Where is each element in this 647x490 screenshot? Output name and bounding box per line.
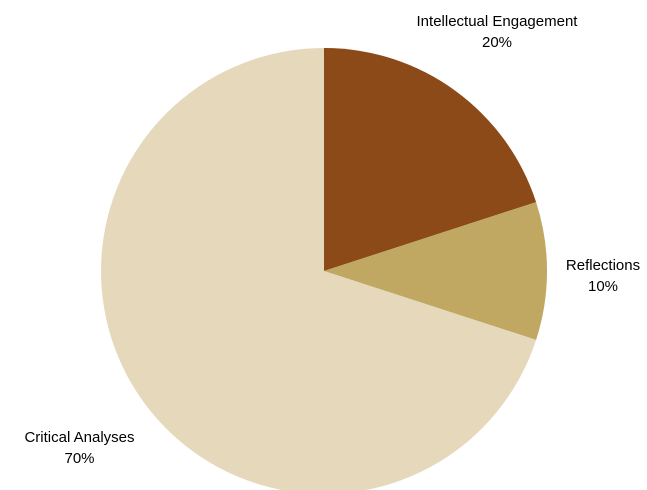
slice-label-reflections: Reflections 10% bbox=[543, 255, 647, 297]
slice-percent: 70% bbox=[64, 450, 95, 467]
slice-name: Reflections bbox=[565, 257, 641, 274]
slice-label-intellectual-engagement: Intellectual Engagement 20% bbox=[382, 11, 612, 53]
slice-label-critical-analyses: Critical Analyses 70% bbox=[2, 427, 157, 469]
pie-slice-reflections bbox=[324, 202, 548, 340]
pie-slice-critical-analyses bbox=[101, 48, 537, 490]
slice-name: Critical Analyses bbox=[24, 429, 135, 446]
slice-percent: 20% bbox=[481, 34, 513, 51]
slice-percent: 10% bbox=[587, 278, 619, 295]
pie-slice-intellectual-engagement bbox=[324, 48, 537, 271]
slice-name: Intellectual Engagement bbox=[416, 13, 578, 30]
